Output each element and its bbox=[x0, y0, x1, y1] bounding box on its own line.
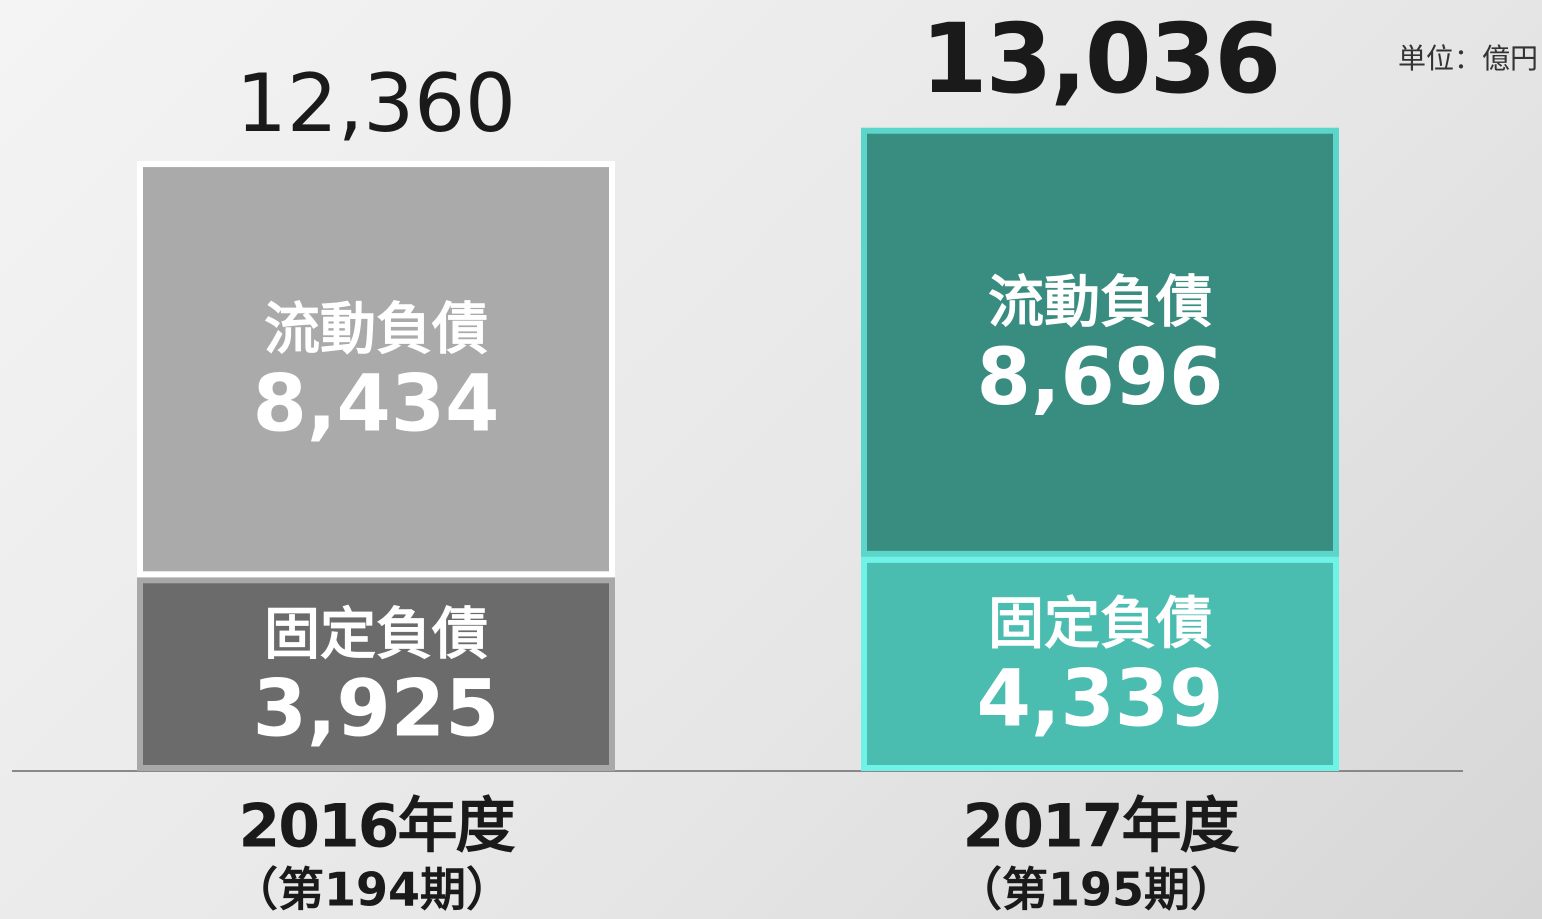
period-label: （第195期） bbox=[956, 863, 1236, 917]
unit-label: 単位：億円 bbox=[1398, 42, 1538, 75]
segment-value: 3,925 bbox=[253, 665, 500, 755]
category-label: 2016年度 bbox=[239, 792, 516, 862]
segment-name: 流動負債 bbox=[988, 270, 1212, 335]
total-label: 13,036 bbox=[921, 3, 1279, 115]
segment-name: 固定負債 bbox=[264, 602, 488, 667]
bar-segment bbox=[137, 577, 615, 772]
category-label: 2017年度 bbox=[963, 792, 1240, 862]
bar-segment bbox=[861, 127, 1339, 557]
bar-segment bbox=[861, 556, 1339, 772]
segment-name: 固定負債 bbox=[988, 592, 1212, 657]
segment-value: 8,434 bbox=[253, 360, 500, 450]
total-label: 12,360 bbox=[236, 57, 516, 150]
bar-segment bbox=[137, 161, 615, 578]
segment-value: 8,696 bbox=[977, 333, 1224, 423]
segment-name: 流動負債 bbox=[264, 297, 488, 362]
period-label: （第194期） bbox=[232, 863, 512, 917]
segment-value: 4,339 bbox=[977, 654, 1224, 744]
